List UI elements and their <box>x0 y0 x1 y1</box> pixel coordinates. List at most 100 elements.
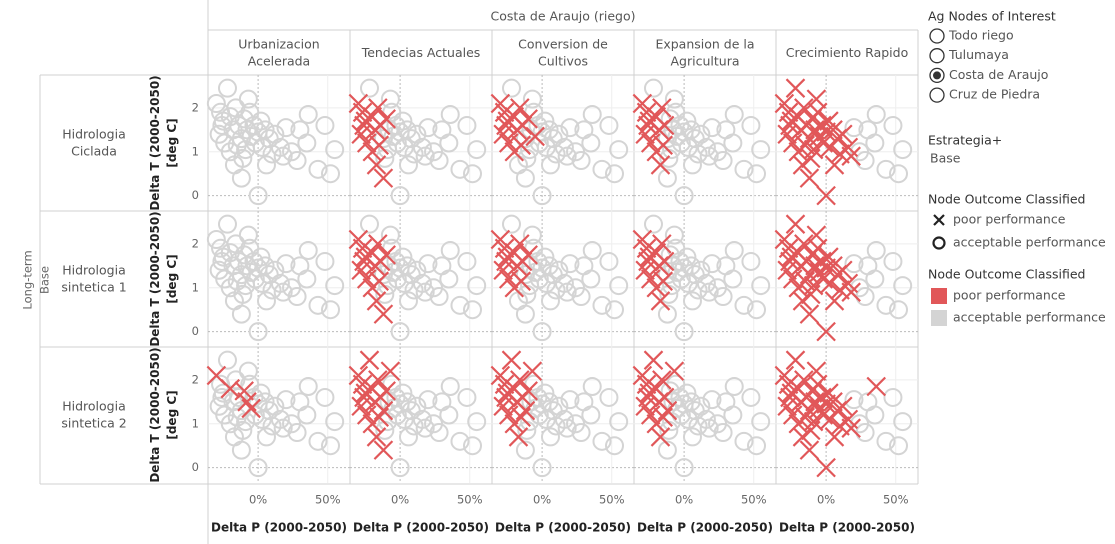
acceptable-point <box>876 159 896 179</box>
acceptable-point <box>270 409 290 429</box>
acceptable-point <box>522 89 542 109</box>
x-tick-label: 50% <box>599 493 625 507</box>
poor-point <box>654 251 675 272</box>
acceptable-point <box>206 230 226 250</box>
acceptable-point <box>359 78 379 98</box>
poor-point <box>638 251 658 272</box>
x-axis-title: Delta P (2000-2050) <box>353 521 489 535</box>
column-label-line: Cultivos <box>538 53 588 68</box>
acceptable-point <box>696 409 716 429</box>
acceptable-point <box>699 282 719 302</box>
x-tick-label: 50% <box>457 493 483 507</box>
column-label-line: Crecimiento Rapido <box>786 45 908 60</box>
radio-button[interactable] <box>929 87 945 103</box>
poor-point <box>652 98 672 118</box>
poor-point <box>841 282 861 302</box>
acceptable-point <box>238 89 258 109</box>
acceptable-point <box>682 155 702 175</box>
poor-point <box>234 381 254 401</box>
acceptable-point <box>866 104 886 124</box>
acceptable-point <box>723 133 743 153</box>
poor-point <box>496 387 516 408</box>
acceptable-point <box>539 392 559 412</box>
column-label-line: Agricultura <box>671 53 740 68</box>
legend-item[interactable]: Costa de Araujo <box>949 67 1048 82</box>
column-label-line: Urbanizacion <box>238 36 319 51</box>
acceptable-point <box>380 89 400 109</box>
acceptable-point <box>747 300 767 320</box>
acceptable-point <box>522 225 542 245</box>
poor-point <box>376 245 396 265</box>
column-label-line: Expansion de la <box>655 36 754 51</box>
poor-point <box>373 304 394 324</box>
legend-item[interactable]: Todo riego <box>948 28 1014 43</box>
poor-point <box>794 98 814 118</box>
acceptable-point <box>325 276 345 296</box>
legend-shape <box>933 214 945 226</box>
row-label-line: Ciclada <box>71 143 117 158</box>
poor-point <box>816 258 836 278</box>
acceptable-point <box>217 78 237 98</box>
radio-button[interactable] <box>929 28 945 44</box>
acceptable-point <box>265 260 285 280</box>
acceptable-point <box>407 396 427 416</box>
column-label-line: Conversion de <box>518 36 608 51</box>
poor-point <box>356 269 377 289</box>
poor-point <box>780 115 800 136</box>
acceptable-point <box>265 396 285 416</box>
poor-point <box>638 387 658 408</box>
acceptable-point <box>206 94 226 114</box>
poor-point <box>373 168 394 188</box>
acceptable-point <box>702 118 722 138</box>
poor-point <box>806 225 827 245</box>
acceptable-point <box>741 251 761 271</box>
poor-point <box>785 214 806 234</box>
poor-point <box>801 148 821 169</box>
poor-point <box>356 405 377 425</box>
poor-point <box>794 370 814 390</box>
poor-point <box>799 440 820 460</box>
poor-point <box>354 387 374 408</box>
acceptable-point <box>407 124 427 144</box>
acceptable-point <box>723 269 743 289</box>
y-tick-label: 2 <box>192 100 199 114</box>
poor-point <box>792 427 813 447</box>
acceptable-point <box>255 256 275 276</box>
acceptable-point <box>467 140 487 160</box>
acceptable-point <box>450 295 470 315</box>
poor-point <box>794 234 814 254</box>
acceptable-point <box>463 164 483 184</box>
acceptable-point <box>415 418 435 438</box>
acceptable-point <box>724 240 744 260</box>
acceptable-point <box>450 431 470 451</box>
acceptable-point <box>674 322 694 342</box>
legend-item: acceptable performance <box>953 310 1106 325</box>
acceptable-point <box>321 300 341 320</box>
radio-button[interactable] <box>929 48 945 64</box>
poor-point <box>369 135 390 155</box>
acceptable-point <box>270 137 290 157</box>
acceptable-point <box>876 431 896 451</box>
poor-point <box>833 260 853 281</box>
poor-point <box>841 146 861 166</box>
acceptable-point <box>699 418 719 438</box>
acceptable-point <box>439 269 459 289</box>
acceptable-point <box>248 458 268 478</box>
acceptable-point <box>691 260 711 280</box>
acceptable-point <box>674 458 694 478</box>
poor-point <box>241 398 261 419</box>
acceptable-point <box>734 159 754 179</box>
poor-point <box>643 350 664 370</box>
poor-point <box>368 370 388 390</box>
legend-item[interactable]: Tulumaya <box>948 47 1009 62</box>
acceptable-point <box>248 186 268 206</box>
x-axis-title: Delta P (2000-2050) <box>779 521 915 535</box>
acceptable-point <box>723 405 743 425</box>
acceptable-point <box>407 260 427 280</box>
poor-point <box>354 115 374 136</box>
acceptable-point <box>751 412 771 432</box>
acceptable-point <box>238 361 258 381</box>
acceptable-point <box>463 436 483 456</box>
acceptable-point <box>297 269 317 289</box>
legend-item[interactable]: Cruz de Piedra <box>949 87 1040 102</box>
